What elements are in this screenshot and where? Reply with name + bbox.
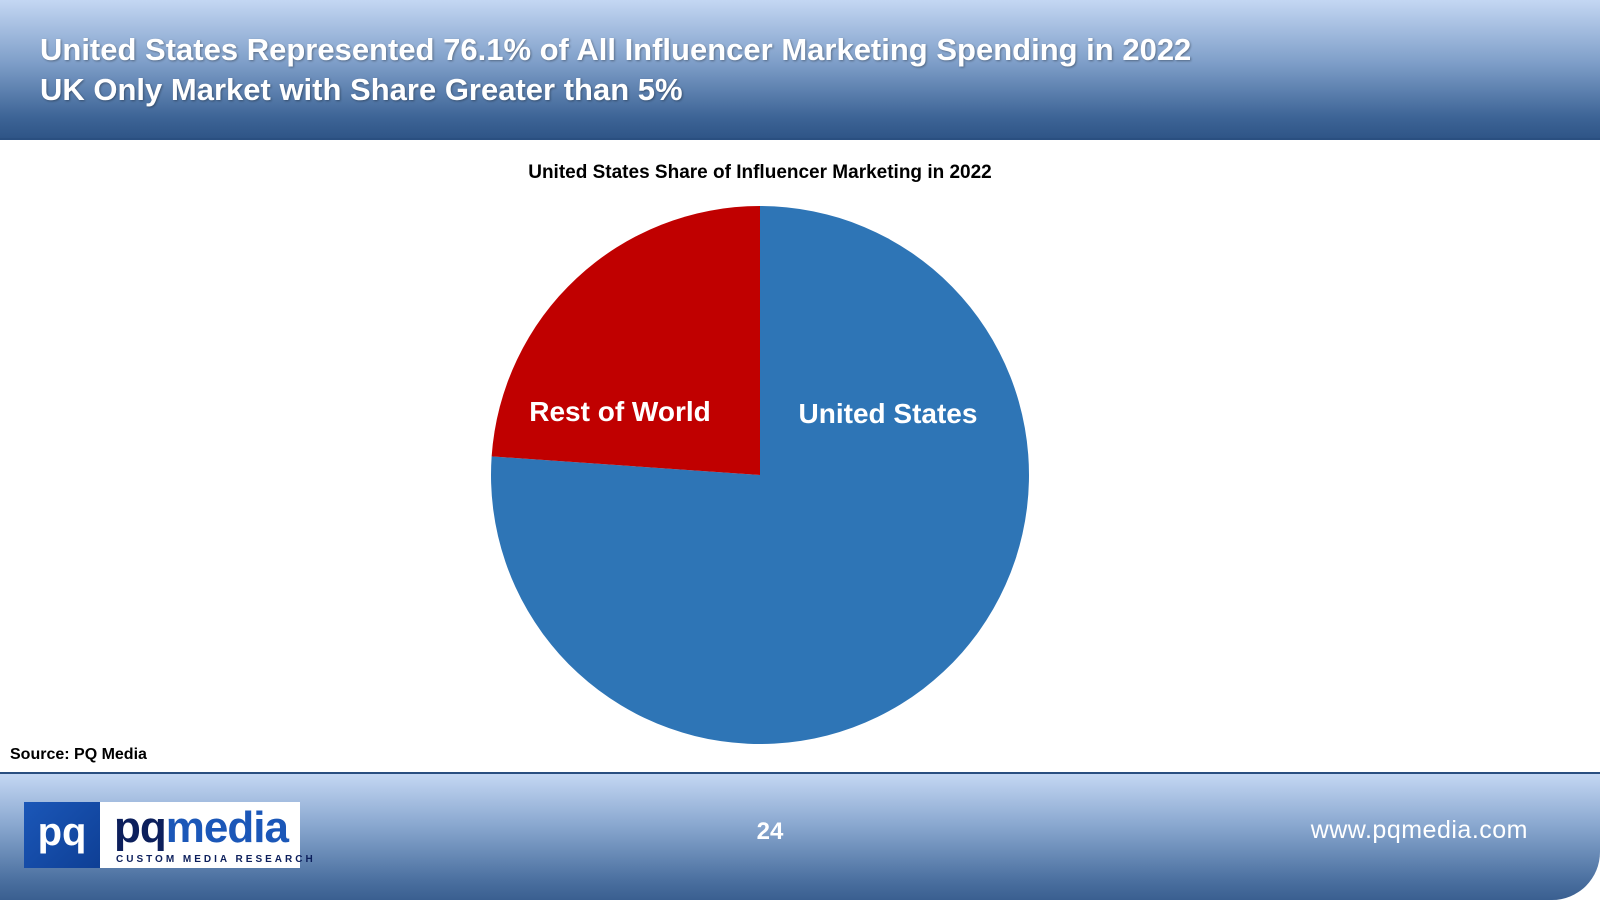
logo-word-suffix: media [165,803,289,852]
chart-title: United States Share of Influencer Market… [528,162,992,183]
slide-title-line-1: United States Represented 76.1% of All I… [40,32,1192,67]
pq-media-logo: pq pqmedia CUSTOM MEDIA RESEARCH [24,802,313,868]
pie-slice-rest-of-world [491,206,760,475]
pie-label-rest-of-world: Rest of World [529,396,710,427]
pie-label-united-states: United States [799,398,978,429]
website-url[interactable]: www.pqmedia.com [1310,816,1528,844]
slide-title: United States Represented 76.1% of All I… [40,30,1191,110]
logo-wordmark: pqmedia [114,803,289,852]
pie-slice-united-states [491,206,1030,745]
source-note: Source: PQ Media [10,746,147,763]
logo-tagline: CUSTOM MEDIA RESEARCH [116,854,316,865]
slide-title-line-2: UK Only Market with Share Greater than 5… [40,72,683,107]
logo-word-prefix: pq [114,803,167,852]
page-number: 24 [756,818,784,845]
logo-mark: pq [24,802,100,868]
slide-footer: pq pqmedia CUSTOM MEDIA RESEARCH 24 www.… [0,772,1600,900]
slide-header: United States Represented 76.1% of All I… [0,0,1600,140]
